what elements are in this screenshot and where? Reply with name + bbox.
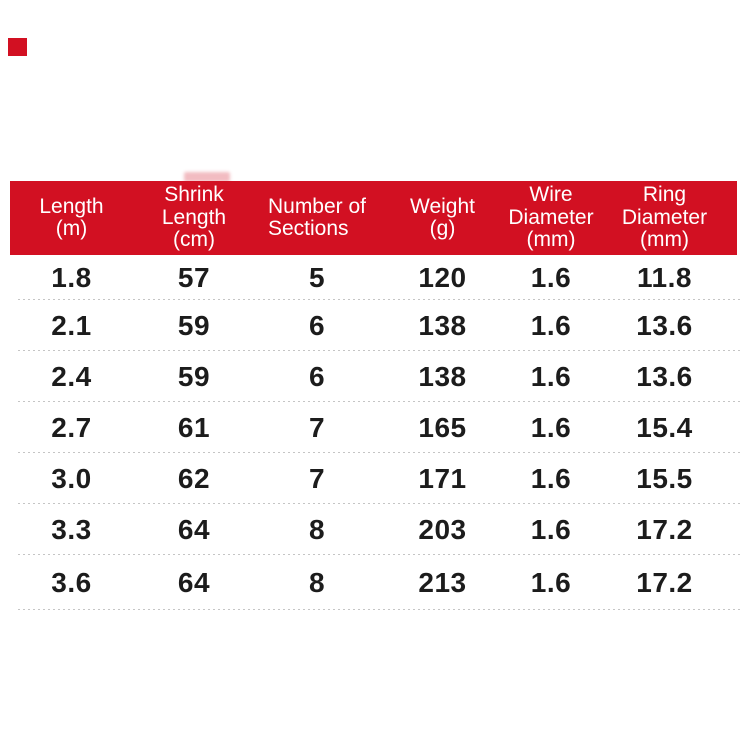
table-cell: 59	[177, 360, 211, 392]
table-cell: 1.6	[530, 360, 572, 392]
header-label: Length	[39, 194, 104, 218]
table-cell: 2.1	[51, 309, 92, 341]
table-cell: 6	[308, 360, 326, 392]
table-cell: 8	[308, 566, 326, 598]
header-unit: (mm)	[640, 228, 689, 252]
header-label: Number of	[267, 194, 367, 218]
header-unit: (g)	[429, 217, 456, 240]
table-row: 2.4 59 6 138 1.6 13.6	[10, 351, 740, 402]
table-cell: 1.6	[530, 462, 572, 494]
table-cell: 7	[308, 411, 326, 443]
table-row: 1.8 57 5 120 1.6 11.8	[10, 255, 740, 300]
spec-table-body: 1.8 57 5 120 1.6 11.8 2.1 59 6 138 1.6 1…	[10, 255, 740, 610]
table-cell: 2.7	[51, 411, 92, 443]
header-label: Ring	[642, 183, 687, 207]
spec-table-header: Length (m) Shrink Length (cm) Number of Sect…	[10, 181, 737, 255]
header-label: Wire	[529, 183, 573, 207]
header-unit: (m)	[55, 217, 88, 240]
table-cell: 7	[308, 462, 326, 494]
header-label: Shrink	[164, 183, 224, 207]
header-cell-shrink-length: Shrink Length (cm)	[133, 181, 255, 255]
table-cell: 1.6	[530, 566, 572, 598]
table-row: 2.1 59 6 138 1.6 13.6	[10, 300, 740, 351]
header-cell-sections: Number of Sections	[255, 181, 379, 255]
header-label: Diameter	[508, 205, 594, 229]
table-cell: 3.6	[51, 566, 92, 598]
header-cell-length: Length (m)	[10, 181, 133, 255]
table-row: 3.6 64 8 213 1.6 17.2	[10, 555, 740, 610]
table-row: 3.0 62 7 171 1.6 15.5	[10, 453, 740, 504]
table-cell: 64	[177, 513, 211, 545]
header-cell-weight: Weight (g)	[384, 181, 501, 255]
table-cell: 3.0	[51, 462, 92, 494]
table-cell: 165	[418, 411, 467, 443]
red-corner-mark	[8, 38, 27, 56]
table-cell: 15.5	[636, 462, 693, 494]
table-cell: 59	[177, 309, 211, 341]
header-label: Diameter	[621, 205, 708, 229]
print-artifact	[184, 172, 230, 182]
table-cell: 1.8	[51, 261, 92, 293]
table-cell: 1.6	[530, 261, 572, 293]
table-cell: 138	[418, 360, 467, 392]
table-cell: 6	[308, 309, 326, 341]
table-cell: 203	[418, 513, 467, 545]
table-cell: 171	[418, 462, 467, 494]
table-cell: 64	[177, 566, 211, 598]
table-cell: 62	[177, 462, 211, 494]
table-row: 2.7 61 7 165 1.6 15.4	[10, 402, 740, 453]
table-cell: 57	[177, 261, 211, 293]
table-cell: 13.6	[636, 360, 693, 392]
table-cell: 3.3	[51, 513, 92, 545]
table-cell: 13.6	[636, 309, 693, 341]
header-cell-wire-diameter: Wire Diameter (mm)	[496, 181, 606, 255]
table-cell: 1.6	[530, 411, 572, 443]
table-cell: 138	[418, 309, 467, 341]
table-cell: 15.4	[636, 411, 693, 443]
table-cell: 1.6	[530, 513, 572, 545]
table-cell: 8	[308, 513, 326, 545]
header-cell-ring-diameter: Ring Diameter (mm)	[599, 181, 730, 255]
table-cell: 61	[177, 411, 211, 443]
table-cell: 120	[418, 261, 467, 293]
header-label: Weight	[410, 194, 475, 218]
header-unit: (cm)	[173, 228, 215, 252]
table-cell: 5	[308, 261, 326, 293]
header-unit: (mm)	[526, 228, 576, 252]
table-cell: 213	[418, 566, 467, 598]
header-label: Length	[161, 205, 227, 229]
header-label: Sections	[267, 217, 349, 240]
table-cell: 11.8	[637, 261, 692, 293]
table-cell: 17.2	[636, 566, 693, 598]
table-cell: 2.4	[51, 360, 92, 392]
table-cell: 17.2	[636, 513, 693, 545]
table-cell: 1.6	[530, 309, 572, 341]
table-row: 3.3 64 8 203 1.6 17.2	[10, 504, 740, 555]
